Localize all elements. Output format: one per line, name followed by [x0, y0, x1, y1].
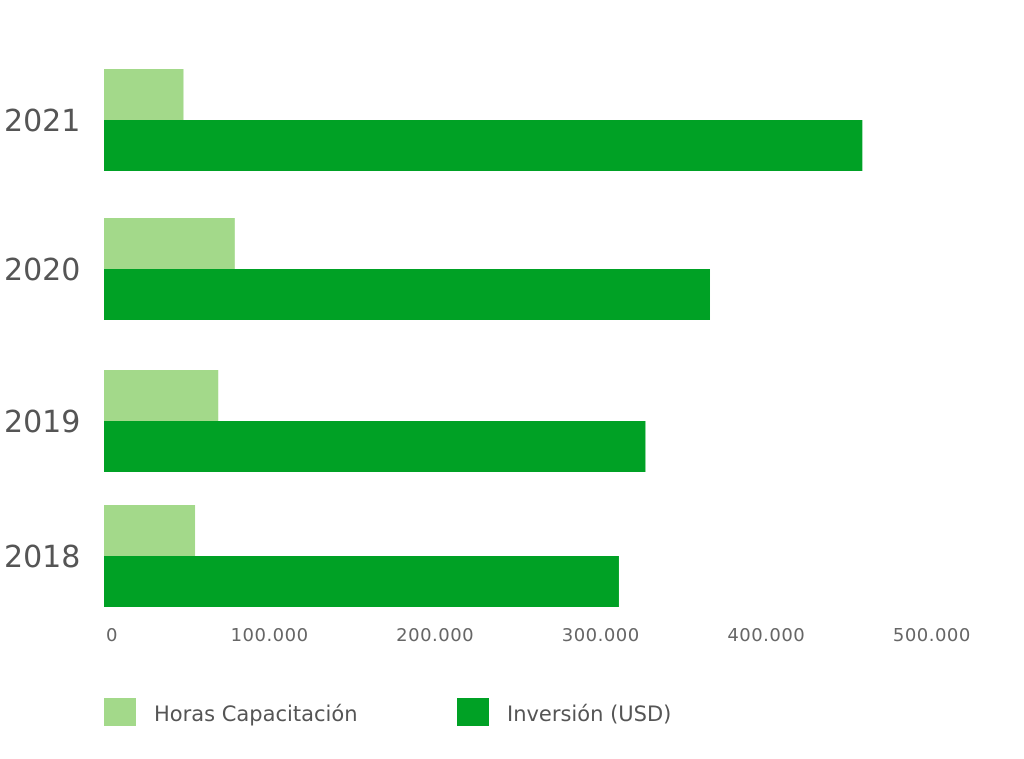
category-labels: 2021 2020 2019 2018	[4, 104, 80, 575]
category-label-2019: 2019	[4, 405, 80, 440]
bar-horas-2018	[104, 505, 196, 556]
bars-group	[104, 69, 863, 607]
category-label-2021: 2021	[4, 104, 80, 139]
x-tick-label: 200.000	[396, 625, 474, 646]
legend-label-horas: Horas Capacitación	[154, 702, 358, 726]
bar-horas-2019	[104, 370, 219, 421]
legend-swatch-inversion	[457, 698, 489, 726]
bar-inversion-2019	[104, 421, 646, 472]
legend: Horas Capacitación Inversión (USD)	[104, 698, 671, 726]
x-axis-ticks: 0 100.000 200.000 300.000 400.000 500.000	[106, 625, 971, 646]
x-tick-label: 0	[106, 625, 118, 646]
x-tick-label: 100.000	[231, 625, 309, 646]
bar-horas-2021	[104, 69, 184, 120]
bar-inversion-2018	[104, 556, 619, 607]
legend-swatch-horas	[104, 698, 136, 726]
x-tick-label: 400.000	[727, 625, 805, 646]
legend-label-inversion: Inversión (USD)	[507, 702, 671, 726]
bar-inversion-2020	[104, 269, 711, 320]
category-label-2018: 2018	[4, 540, 80, 575]
category-label-2020: 2020	[4, 253, 80, 288]
bar-inversion-2021	[104, 120, 863, 171]
x-tick-label: 300.000	[562, 625, 640, 646]
bar-horas-2020	[104, 218, 235, 269]
x-tick-label: 500.000	[893, 625, 971, 646]
